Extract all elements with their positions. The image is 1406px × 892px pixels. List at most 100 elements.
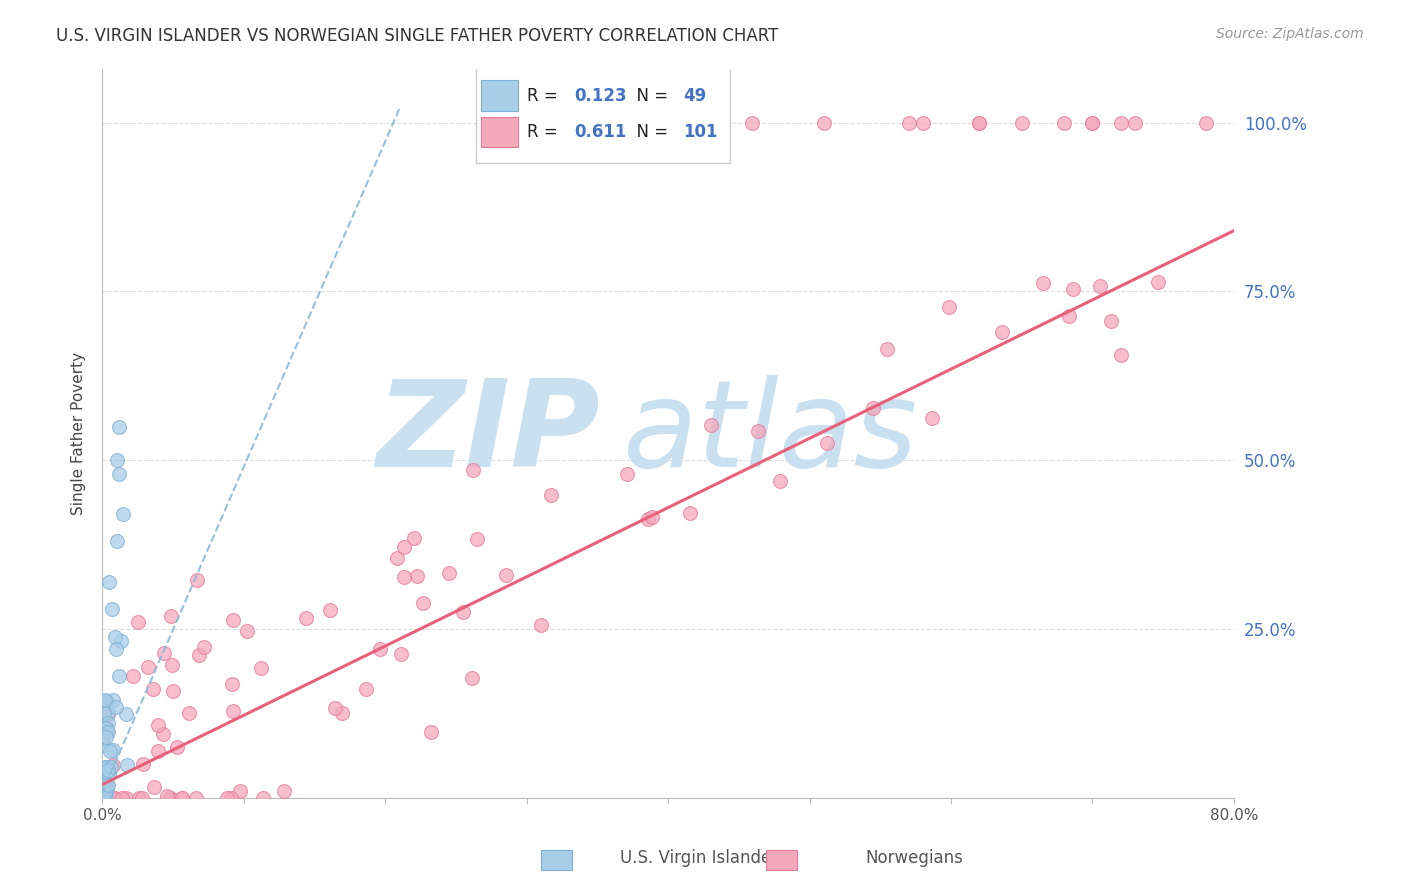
Point: [121, 669, 143, 683]
Point: [101, 743, 124, 757]
Point: [572, 115, 595, 129]
Point: [188, 648, 211, 662]
Point: [221, 676, 243, 690]
Text: 49: 49: [683, 87, 706, 104]
Point: [101, 791, 124, 805]
Point: [911, 115, 934, 129]
Point: [1011, 115, 1033, 129]
Point: [319, 603, 342, 617]
Text: ZIP: ZIP: [377, 375, 600, 491]
Point: [406, 569, 429, 583]
Point: [160, 608, 183, 623]
Point: [193, 640, 215, 654]
Point: [461, 671, 484, 685]
FancyBboxPatch shape: [481, 80, 517, 111]
Point: [897, 115, 920, 129]
Text: 0.123: 0.123: [574, 87, 627, 104]
Point: [249, 661, 271, 675]
Point: [679, 507, 702, 521]
Point: [152, 727, 174, 741]
Point: [142, 780, 165, 794]
Point: [387, 551, 409, 566]
Point: [641, 510, 664, 524]
Point: [93, 773, 115, 788]
Text: R =: R =: [527, 123, 562, 141]
Point: [94, 790, 117, 805]
Point: [540, 488, 562, 502]
Point: [108, 419, 131, 434]
Point: [131, 756, 153, 771]
Text: atlas: atlas: [623, 375, 918, 491]
Point: [98, 574, 121, 589]
Point: [108, 467, 131, 481]
Point: [990, 325, 1012, 339]
Point: [112, 508, 135, 522]
Point: [96, 694, 118, 708]
Point: [1147, 275, 1170, 289]
Point: [420, 725, 443, 739]
Point: [160, 657, 183, 672]
Point: [412, 596, 434, 610]
Text: N =: N =: [626, 123, 673, 141]
Point: [1081, 115, 1104, 129]
Point: [93, 692, 115, 706]
Point: [252, 791, 274, 805]
Text: N =: N =: [626, 87, 673, 104]
Point: [467, 532, 489, 546]
Point: [105, 453, 128, 467]
Point: [110, 634, 132, 648]
Point: [1099, 314, 1122, 328]
Text: Norwegians: Norwegians: [865, 849, 963, 867]
Point: [461, 463, 484, 477]
Point: [98, 744, 121, 758]
Text: U.S. Virgin Islanders: U.S. Virgin Islanders: [620, 849, 786, 867]
Point: [115, 757, 138, 772]
Point: [179, 706, 201, 720]
Point: [1053, 115, 1076, 129]
FancyBboxPatch shape: [481, 117, 517, 147]
Point: [96, 781, 118, 796]
Point: [221, 704, 243, 718]
Point: [217, 791, 239, 805]
Point: [186, 791, 208, 805]
Point: [862, 401, 884, 415]
Point: [108, 669, 131, 683]
Point: [96, 722, 118, 736]
Point: [93, 760, 115, 774]
Point: [221, 791, 243, 805]
Point: [94, 791, 117, 805]
Point: [97, 725, 120, 739]
Point: [93, 719, 115, 733]
Point: [186, 573, 208, 587]
Point: [969, 115, 991, 129]
Point: [389, 647, 412, 661]
Point: [294, 610, 316, 624]
Text: U.S. VIRGIN ISLANDER VS NORWEGIAN SINGLE FATHER POVERTY CORRELATION CHART: U.S. VIRGIN ISLANDER VS NORWEGIAN SINGLE…: [56, 27, 779, 45]
Text: 0.611: 0.611: [574, 123, 627, 141]
Point: [969, 115, 991, 129]
Point: [921, 411, 943, 425]
Point: [128, 791, 150, 805]
Y-axis label: Single Father Poverty: Single Father Poverty: [72, 351, 86, 515]
Point: [98, 767, 121, 781]
Point: [159, 791, 181, 805]
Point: [131, 791, 153, 805]
Point: [769, 474, 792, 488]
Text: R =: R =: [527, 87, 562, 104]
Point: [394, 570, 416, 584]
Point: [1109, 347, 1132, 361]
Point: [114, 706, 136, 721]
Point: [236, 624, 259, 638]
Point: [142, 681, 165, 696]
Point: [127, 615, 149, 629]
Point: [91, 766, 114, 780]
Point: [93, 706, 115, 720]
Point: [495, 567, 517, 582]
Point: [172, 791, 194, 805]
Point: [170, 791, 193, 805]
Point: [93, 721, 115, 735]
Point: [105, 534, 128, 549]
Point: [96, 760, 118, 774]
Point: [876, 343, 898, 357]
Point: [1194, 115, 1216, 129]
